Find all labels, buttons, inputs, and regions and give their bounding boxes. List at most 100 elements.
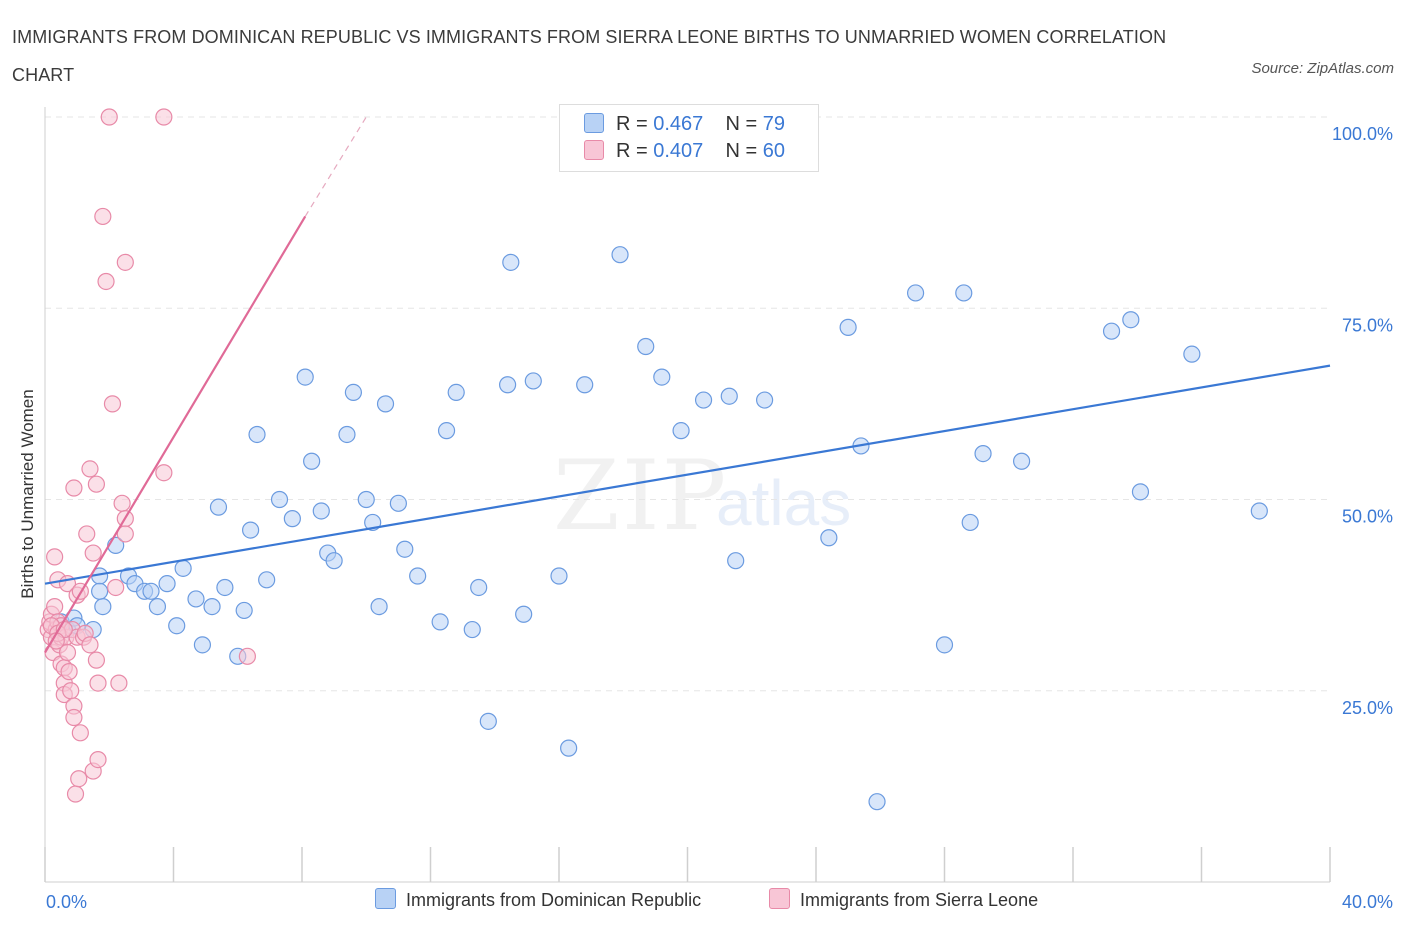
scatter-point-dominican [396,540,414,558]
scatter-point-sierra-leone [70,770,88,788]
legend-swatch-pink [769,888,790,909]
scatter-point-sierra-leone [103,395,122,413]
scatter-point-sierra-leone [65,479,83,497]
n-value: 79 [762,113,786,135]
scatter-point-sierra-leone [89,674,107,692]
scatter-point-dominican [1250,502,1268,520]
scatter-point-dominican [174,559,192,577]
scatter-point-dominican [270,490,289,509]
x-tick-label: 40.0% [1342,892,1393,912]
n-label: N = [725,113,758,135]
scatter-point-dominican [303,452,321,470]
scatter-point-dominican [168,617,186,635]
scatter-point-dominican [720,387,738,405]
scatter-point-dominican [1102,322,1121,340]
scatter-point-dominican [216,578,234,597]
scatter-point-dominican [935,636,954,654]
chart-title: IMMIGRANTS FROM DOMINICAN REPUBLIC VS IM… [12,27,1167,85]
scatter-point-dominican [576,376,594,394]
scatter-point-sierra-leone [81,636,99,654]
scatter-point-sierra-leone [78,525,96,543]
scatter-point-dominican [344,383,362,401]
scatter-point-dominican [502,253,520,271]
scatter-point-dominican [148,597,167,616]
r-value: 0.467 [653,113,704,135]
scatter-point-dominican [755,391,774,409]
trend-line-dominican [44,364,1331,585]
stats-legend: R = 0.467 N = 79 R = 0.407 N = 60 [559,104,819,172]
legend-swatch-blue [584,113,604,133]
scatter-point-dominican [868,793,886,811]
r-label: R = [616,140,648,162]
scatter-point-dominican [470,578,488,597]
scatter-point-sierra-leone [46,597,64,616]
scatter-point-dominican [560,739,578,757]
legend-swatch-blue [375,888,396,909]
scatter-point-sierra-leone [58,643,77,662]
scatter-point-sierra-leone [84,544,102,562]
scatter-point-dominican [611,246,629,264]
scatter-point-sierra-leone [87,651,106,669]
scatter-point-dominican [447,383,465,401]
scatter-point-dominican [235,601,253,620]
scatter-point-dominican [158,575,176,593]
scatter-point-dominican [312,502,330,520]
r-value: 0.407 [653,140,704,162]
scatter-point-sierra-leone [155,108,173,126]
scatter-point-dominican [437,422,456,440]
scatter-point-sierra-leone [116,253,134,271]
scatter-point-dominican [409,567,427,585]
scatter-point-dominican [672,422,690,440]
scatter-point-dominican [242,521,260,539]
y-tick-label: 50.0% [1342,507,1393,527]
scatter-point-dominican [961,513,979,532]
scatter-point-dominican [283,510,301,528]
scatter-point-dominican [193,636,212,654]
scatter-point-sierra-leone [46,548,64,566]
scatter-point-dominican [1131,483,1150,501]
r-label: R = [616,113,648,135]
y-tick-label: 100.0% [1332,124,1393,144]
source-label: Source: ZipAtlas.com [1251,60,1394,77]
scatter-point-dominican [370,597,388,616]
scatter-point-dominican [653,368,671,386]
scatter-point-dominican [325,552,343,570]
scatter-point-dominican [376,395,395,413]
scatter-point-dominican [248,425,266,444]
scatter-point-sierra-leone [113,494,131,512]
scatter-point-dominican [389,494,407,512]
y-tick-label: 75.0% [1342,315,1393,335]
scatter-point-dominican [1183,345,1201,363]
scatter-point-sierra-leone [60,663,78,681]
scatter-point-dominican [1012,452,1031,470]
scatter-point-dominican [694,391,713,409]
scatter-point-dominican [91,582,109,600]
trend-line-sierra-leone [44,215,307,654]
scatter-point-dominican [906,284,925,302]
scatter-point-dominican [839,318,857,336]
n-label: N = [725,140,758,162]
scatter-point-sierra-leone [107,578,125,597]
stats-legend-row-sierra-leone: R = 0.407 N = 60 [584,140,785,164]
scatter-point-dominican [515,605,533,623]
watermark-zip: ZIP [553,440,729,552]
scatter-point-dominican [431,613,449,631]
scatter-point-dominican [94,597,112,616]
scatter-point-dominican [142,582,160,600]
trend-line-extension-sierra-leone [304,116,367,217]
scatter-point-dominican [187,590,205,608]
scatter-point-dominican [727,552,745,570]
scatter-point-dominican [209,498,228,516]
scatter-point-dominican [524,372,542,390]
legend-label: Immigrants from Dominican Republic [406,890,702,910]
scatter-point-sierra-leone [62,682,80,700]
scatter-point-sierra-leone [97,272,115,291]
watermark-atlas: atlas [716,467,852,539]
scatter-point-sierra-leone [238,647,256,665]
scatter-point-dominican [258,571,276,589]
scatter-point-sierra-leone [71,724,89,742]
scatter-point-sierra-leone [155,464,173,482]
scatter-point-sierra-leone [66,785,85,803]
scatter-point-sierra-leone [100,108,118,126]
